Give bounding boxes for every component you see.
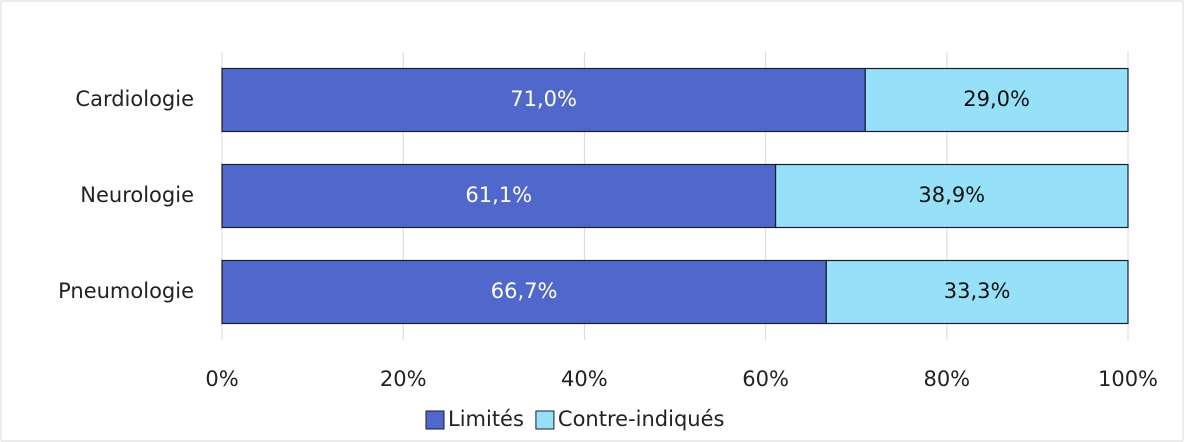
bar-segment	[825, 259, 1129, 325]
legend-swatch	[535, 410, 555, 430]
bar-segment	[221, 259, 827, 325]
x-tick-label: 80%	[923, 367, 970, 391]
legend-swatch	[425, 410, 445, 430]
data-label: 38,9%	[918, 183, 985, 207]
bar-segment	[221, 163, 777, 229]
bar-segment	[774, 163, 1129, 229]
x-tick-label: 0%	[205, 367, 238, 391]
y-tick-label: Neurologie	[80, 183, 194, 207]
x-tick-label: 20%	[380, 367, 427, 391]
y-tick-label: Cardiologie	[75, 87, 194, 111]
data-label: 66,7%	[491, 279, 558, 303]
x-tick-label: 100%	[1098, 367, 1158, 391]
x-tick-label: 60%	[742, 367, 789, 391]
legend-label: Limités	[448, 407, 524, 431]
data-label: 61,1%	[465, 183, 532, 207]
data-label: 29,0%	[963, 87, 1030, 111]
data-label: 71,0%	[510, 87, 577, 111]
bar-segment	[864, 67, 1129, 133]
y-tick-label: Pneumologie	[58, 279, 194, 303]
data-label: 33,3%	[944, 279, 1011, 303]
x-tick-label: 40%	[561, 367, 608, 391]
legend-label: Contre-indiqués	[558, 407, 725, 431]
